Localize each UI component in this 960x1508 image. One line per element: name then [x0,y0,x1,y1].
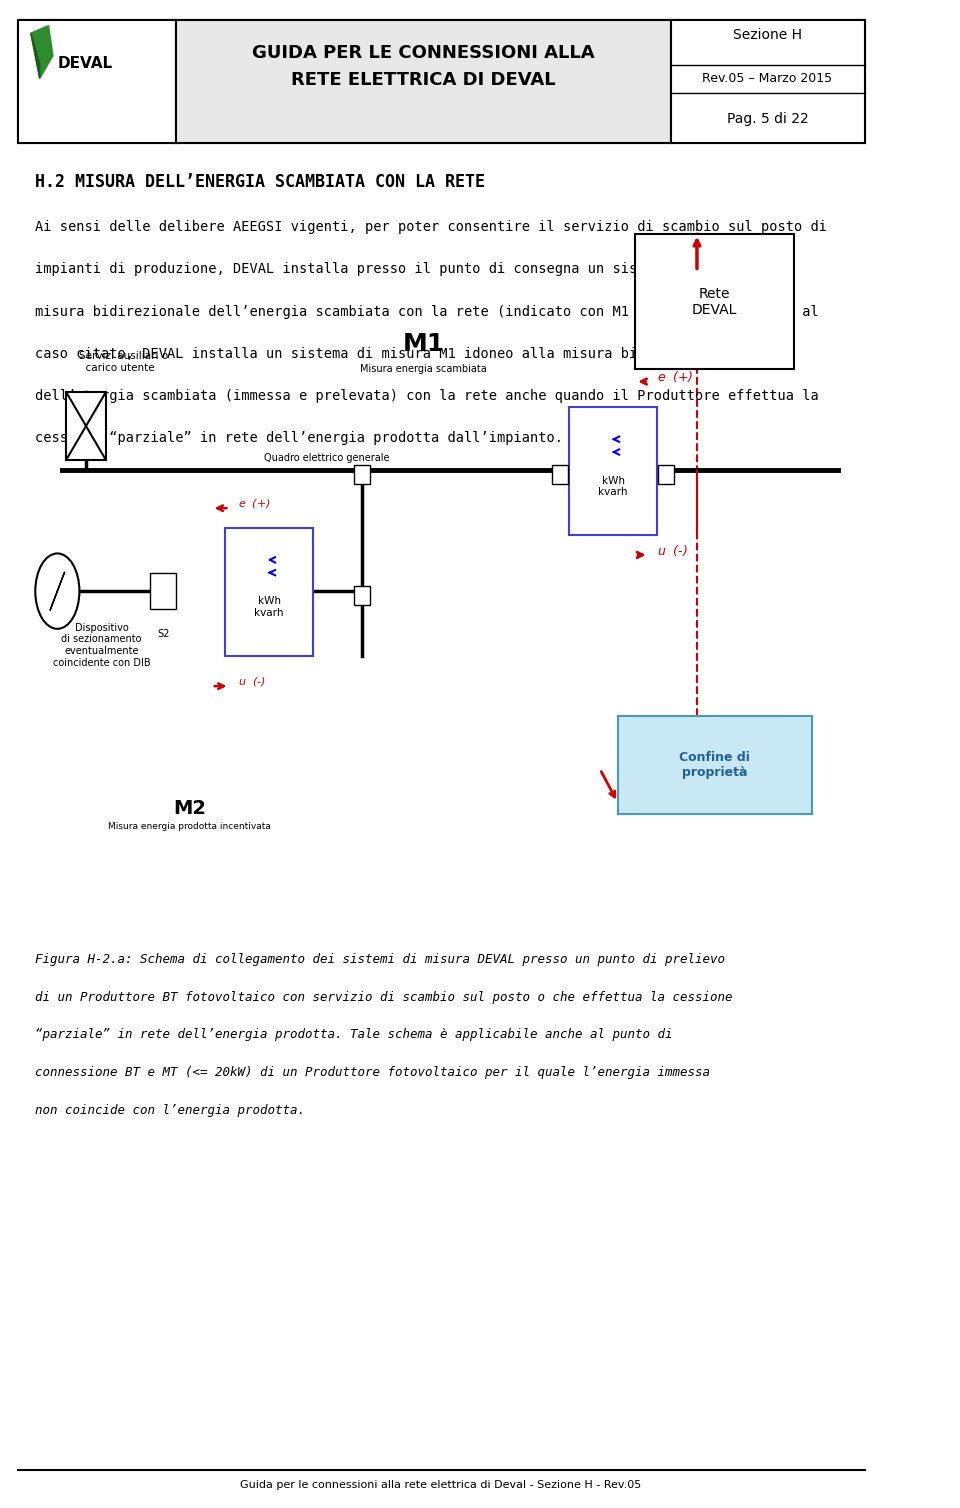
Bar [150,573,177,609]
Text: Servizi ausiliari o
  carico utente: Servizi ausiliari o carico utente [80,351,169,372]
Text: Dispositivo
di sezionamento
eventualmente
coincidente con DIB: Dispositivo di sezionamento eventualment… [53,623,151,668]
Text: $\it{u}$  (-): $\it{u}$ (-) [658,543,688,558]
Text: Sezione H: Sezione H [733,27,802,42]
Text: RETE ELETTRICA DI DEVAL: RETE ELETTRICA DI DEVAL [291,71,556,89]
Text: Rete
DEVAL: Rete DEVAL [692,287,737,317]
Text: H.2 MISURA DELL’ENERGIA SCAMBIATA CON LA RETE: H.2 MISURA DELL’ENERGIA SCAMBIATA CON LA… [36,173,486,192]
Text: Confine di
proprietà: Confine di proprietà [679,751,750,780]
Bar [569,407,658,535]
Text: dell’energia scambiata (immessa e prelevata) con la rete anche quando il Produtt: dell’energia scambiata (immessa e prelev… [36,389,819,403]
Text: S2: S2 [157,629,169,639]
Text: Misura energia prodotta incentivata: Misura energia prodotta incentivata [108,822,271,831]
Text: GUIDA PER LE CONNESSIONI ALLA: GUIDA PER LE CONNESSIONI ALLA [252,44,595,62]
Text: kWh
kvarh: kWh kvarh [598,477,628,498]
Text: $\it{e}$  (+): $\it{e}$ (+) [658,369,694,385]
Text: connessione BT e MT (<= 20kW) di un Produttore fotovoltaico per il quale l’energ: connessione BT e MT (<= 20kW) di un Prod… [36,1066,710,1080]
Text: Quadro elettrico generale: Quadro elettrico generale [264,452,389,463]
Text: $\it{u}$  (-): $\it{u}$ (-) [238,676,266,688]
Text: “parziale” in rete dell’energia prodotta. Tale schema è applicabile anche al pun: “parziale” in rete dell’energia prodotta… [36,1028,673,1042]
Text: DEVAL: DEVAL [58,56,112,71]
Polygon shape [31,33,39,78]
Text: misura bidirezionale dell’energia scambiata con la rete (indicato con M1 in fig.: misura bidirezionale dell’energia scambi… [36,305,819,318]
Text: Misura energia scambiata: Misura energia scambiata [360,365,487,374]
Bar [66,392,106,460]
Bar [617,716,811,814]
Text: Ai sensi delle delibere AEEGSI vigenti, per poter consentire il servizio di scam: Ai sensi delle delibere AEEGSI vigenti, … [36,220,828,234]
Circle shape [36,553,80,629]
Text: Guida per le connessioni alla rete elettrica di Deval - Sezione H - Rev.05: Guida per le connessioni alla rete elett… [241,1481,641,1490]
Text: impianti di produzione, DEVAL installa presso il punto di consegna un sistema id: impianti di produzione, DEVAL installa p… [36,262,770,276]
Bar [354,464,370,484]
Text: caso citato, DEVAL installa un sistema di misura M1 idoneo alla misura bidirezio: caso citato, DEVAL installa un sistema d… [36,347,729,360]
Text: M1: M1 [402,332,444,356]
Text: Pag. 5 di 22: Pag. 5 di 22 [727,112,808,127]
Text: Figura H-2.a: Schema di collegamento dei sistemi di misura DEVAL presso un punto: Figura H-2.a: Schema di collegamento dei… [36,953,726,967]
Bar [177,20,670,143]
Text: kWh
kvarh: kWh kvarh [254,597,284,618]
Bar [17,20,177,143]
Bar [552,464,568,484]
Bar [659,464,674,484]
Text: M2: M2 [173,799,206,819]
Bar [670,20,865,143]
Bar [636,234,794,369]
Bar [225,528,313,656]
Bar [17,20,865,143]
Text: Rev.05 – Marzo 2015: Rev.05 – Marzo 2015 [703,72,832,84]
Text: $\it{e}$  (+): $\it{e}$ (+) [238,498,271,510]
Text: di un Produttore BT fotovoltaico con servizio di scambio sul posto o che effettu: di un Produttore BT fotovoltaico con ser… [36,991,732,1004]
Polygon shape [31,26,53,78]
Text: non coincide con l’energia prodotta.: non coincide con l’energia prodotta. [36,1104,305,1117]
Text: cessione “parziale” in rete dell’energia prodotta dall’impianto.: cessione “parziale” in rete dell’energia… [36,431,564,445]
Bar [354,585,370,605]
